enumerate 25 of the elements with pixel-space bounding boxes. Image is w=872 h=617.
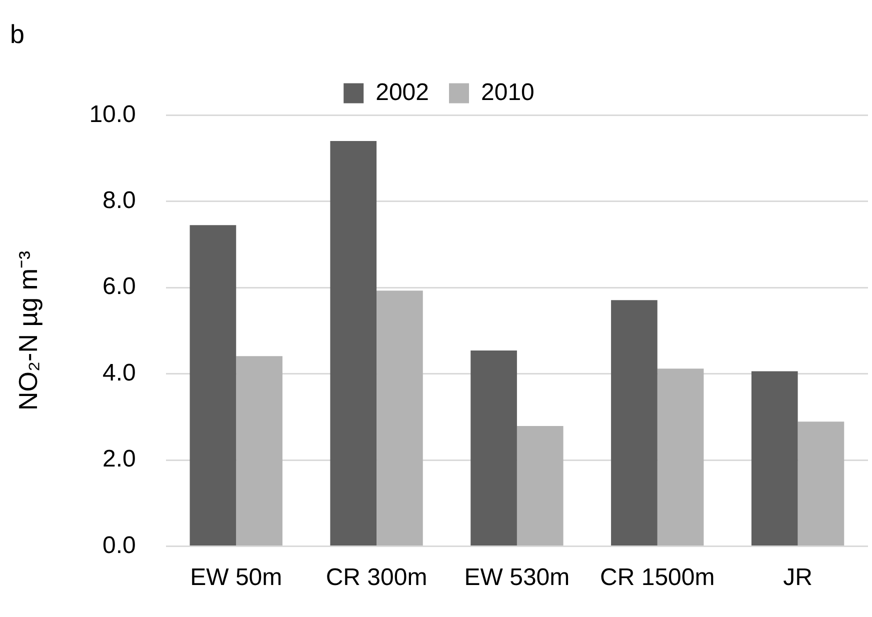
x-tick-label: EW 50m	[190, 564, 282, 592]
bar	[516, 426, 564, 546]
x-tick-label: EW 530m	[464, 564, 570, 592]
y-tick-label: 2.0	[102, 446, 136, 473]
x-tick-label: CR 1500m	[600, 564, 715, 592]
chart-title: b	[10, 18, 24, 49]
bar	[190, 225, 236, 546]
legend-label: 2002	[376, 78, 429, 106]
y-tick-label: 0.0	[102, 532, 136, 559]
bar	[376, 290, 423, 546]
y-tick-label: 8.0	[102, 187, 136, 214]
y-axis-title: NO₂-N µg m⁻³	[12, 250, 43, 411]
bar	[657, 368, 704, 546]
bar	[611, 300, 658, 546]
bar	[798, 422, 844, 546]
x-tick-label: CR 300m	[326, 564, 428, 592]
x-tick-label: JR	[783, 564, 812, 592]
y-tick-label: 4.0	[102, 359, 136, 386]
bar	[470, 350, 517, 546]
y-tick-label: 10.0	[89, 100, 136, 128]
bar	[751, 371, 798, 546]
bar	[236, 356, 282, 546]
y-tick-label: 6.0	[102, 273, 136, 300]
bar	[330, 141, 377, 546]
legend-label: 2010	[481, 78, 534, 106]
